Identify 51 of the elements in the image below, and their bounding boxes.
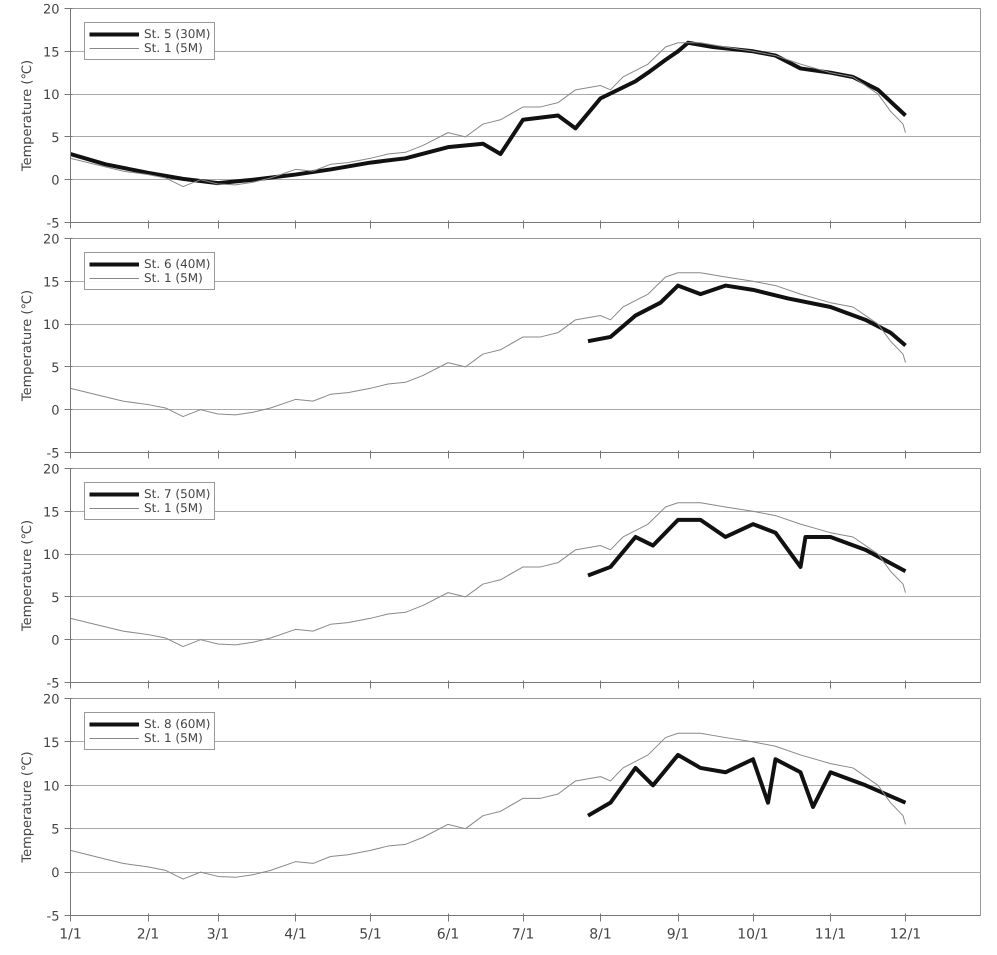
- y-axis-title: Temperature (℃): [20, 751, 35, 864]
- y-tick-label: 20: [42, 2, 60, 18]
- y-tick-label: 5: [51, 822, 60, 838]
- legend-label: St. 5 (30M): [144, 27, 210, 41]
- x-tick-label: 11/1: [814, 926, 846, 942]
- legend-label: St. 1 (5M): [144, 501, 203, 515]
- y-tick-label: 5: [51, 130, 60, 146]
- line-series: [586, 284, 908, 348]
- x-tick-label: 3/1: [206, 926, 230, 942]
- y-tick-label: 15: [42, 275, 60, 290]
- x-tick-label: 4/1: [284, 926, 307, 942]
- y-tick-label: -5: [46, 676, 60, 692]
- legend-label: St. 7 (50M): [144, 487, 210, 501]
- y-axis-title: Temperature (℃): [20, 60, 35, 172]
- y-tick-label: 15: [42, 45, 60, 60]
- y-axis-title: Temperature (℃): [20, 290, 35, 402]
- y-tick-label: 5: [51, 590, 60, 606]
- legend-label: St. 1 (5M): [144, 271, 203, 285]
- legend-label: St. 8 (60M): [144, 717, 210, 731]
- x-tick-label: 10/1: [737, 926, 769, 942]
- x-tick-label: 2/1: [136, 926, 160, 942]
- y-tick-label: 15: [42, 505, 60, 520]
- y-tick-label: 10: [42, 88, 60, 104]
- y-tick-label: 5: [51, 360, 60, 376]
- y-tick-label: -5: [46, 216, 60, 232]
- y-tick-label: 10: [42, 318, 60, 334]
- x-tick-label: 1/1: [59, 926, 82, 942]
- y-tick-label: 20: [42, 232, 60, 248]
- y-tick-label: 0: [51, 174, 60, 189]
- x-tick-label: 8/1: [589, 926, 612, 942]
- x-tick-label: 6/1: [436, 926, 460, 942]
- y-tick-label: 10: [42, 548, 60, 564]
- y-axis-title: Temperature (℃): [20, 520, 35, 632]
- x-tick-label: 7/1: [512, 926, 534, 942]
- legend-label: St. 1 (5M): [144, 41, 203, 55]
- legend-label: St. 6 (40M): [144, 257, 210, 271]
- x-tick-label: 5/1: [359, 926, 382, 942]
- line-series: [586, 518, 908, 578]
- y-tick-label: 20: [42, 462, 60, 478]
- y-tick-label: -5: [46, 910, 60, 924]
- y-tick-label: 20: [42, 692, 60, 708]
- y-tick-label: 0: [51, 404, 60, 419]
- x-tick-label: 12/1: [890, 926, 922, 942]
- y-tick-label: 0: [51, 634, 60, 649]
- x-tick-label: 9/1: [666, 926, 690, 942]
- legend-label: St. 1 (5M): [144, 731, 203, 745]
- line-series: [586, 752, 908, 818]
- y-tick-label: -5: [46, 446, 60, 462]
- y-tick-label: 10: [42, 779, 60, 794]
- y-tick-label: 15: [42, 736, 60, 751]
- y-tick-label: 0: [51, 866, 60, 882]
